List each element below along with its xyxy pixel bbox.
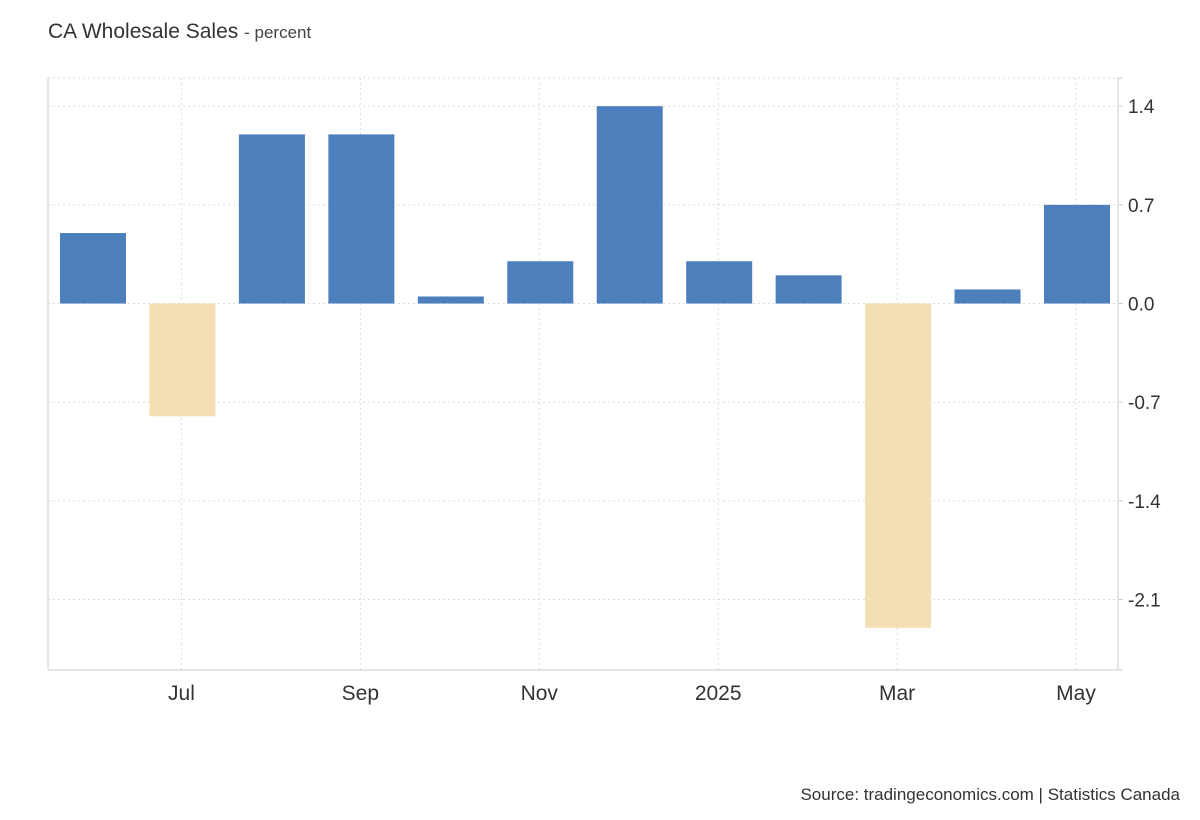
chart-subtitle: - percent bbox=[244, 23, 312, 42]
y-tick-label: -2.1 bbox=[1128, 591, 1161, 612]
bar bbox=[775, 275, 842, 304]
bar bbox=[686, 261, 753, 304]
bar bbox=[865, 303, 932, 628]
bar bbox=[954, 289, 1021, 304]
y-tick-label: -1.4 bbox=[1128, 492, 1161, 513]
grid-lines bbox=[48, 77, 1118, 670]
bar bbox=[238, 134, 305, 304]
x-tick-label: Jul bbox=[168, 682, 195, 705]
bar bbox=[328, 134, 395, 304]
chart-title-text: CA Wholesale Sales bbox=[48, 20, 239, 43]
bar bbox=[149, 303, 216, 417]
y-axis-ticks: 1.4 0.7 0.0 -0.7 -1.4 -2.1 bbox=[1128, 97, 1161, 611]
y-tick-label: 0.7 bbox=[1128, 196, 1154, 217]
bar bbox=[417, 296, 484, 304]
y-tick-label: 1.4 bbox=[1128, 97, 1155, 118]
bar bbox=[60, 233, 126, 304]
source-credit: Source: tradingeconomics.com | Statistic… bbox=[800, 785, 1180, 804]
axes bbox=[47, 77, 1123, 671]
bars bbox=[60, 106, 1110, 628]
x-tick-label: May bbox=[1056, 682, 1096, 705]
bar bbox=[1044, 204, 1110, 304]
x-axis-ticks: Jul Sep Nov 2025 Mar May bbox=[168, 682, 1096, 705]
y-tick-label: 0.0 bbox=[1128, 295, 1154, 316]
chart-title: CA Wholesale Sales - percent bbox=[48, 20, 311, 44]
bar bbox=[596, 106, 663, 304]
x-tick-label: Mar bbox=[879, 682, 915, 705]
x-tick-label: Nov bbox=[521, 682, 559, 705]
x-tick-label: Sep bbox=[342, 682, 379, 705]
bar-chart: 1.4 0.7 0.0 -0.7 -1.4 -2.1 Jul Sep Nov 2025 Mar Ma… bbox=[47, 77, 1161, 705]
x-tick-label: 2025 bbox=[695, 682, 742, 705]
bar bbox=[507, 261, 574, 304]
y-tick-label: -0.7 bbox=[1128, 393, 1161, 414]
